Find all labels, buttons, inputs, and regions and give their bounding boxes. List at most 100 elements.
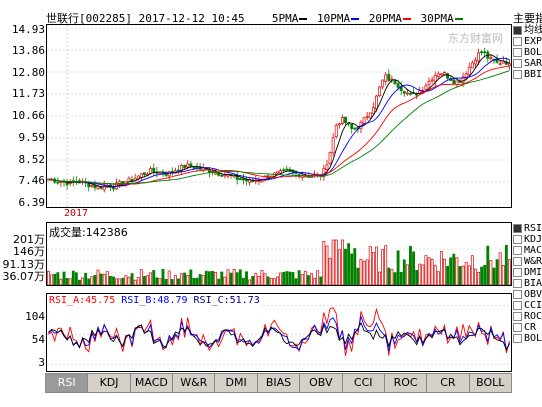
tab-rsi[interactable]: RSI (45, 373, 89, 393)
volume-bar (498, 252, 502, 285)
indicator-option-wr[interactable]: W&R (513, 256, 542, 267)
indicator-option-dmi[interactable]: DMI (513, 267, 542, 278)
checkbox[interactable] (513, 256, 522, 266)
volume-bar (288, 271, 292, 285)
candle-body (96, 185, 100, 190)
indicator-option-boll[interactable]: BOLL (513, 47, 542, 58)
tab-boll[interactable]: BOLL (469, 373, 512, 393)
candle-body (495, 58, 499, 63)
volume-panel[interactable]: 成交量:142386 (46, 222, 512, 286)
volume-bar (415, 269, 419, 285)
volume-bar (316, 270, 320, 285)
checkbox[interactable] (513, 311, 522, 321)
indicator-option-cr[interactable]: CR (513, 322, 542, 333)
checkbox[interactable] (513, 333, 522, 343)
volume-tick: 91.13万 (2, 258, 46, 271)
candle-body (186, 163, 190, 168)
candle-body (90, 184, 94, 187)
indicator-option-kdj[interactable]: KDJ (513, 234, 542, 245)
watermark: 东方财富网 (448, 32, 503, 45)
checkbox[interactable] (513, 47, 522, 57)
volume-bar (464, 262, 468, 285)
volume-bar (146, 275, 149, 285)
volume-tick: 201万 (13, 233, 45, 246)
tab-cr[interactable]: CR (427, 373, 470, 393)
volume-bar (87, 278, 91, 285)
tab-wr[interactable]: W&R (173, 373, 216, 393)
indicator-option-rsi[interactable]: RSI (513, 223, 542, 234)
checkbox[interactable] (513, 234, 522, 244)
tab-macd[interactable]: MACD (130, 373, 174, 393)
volume-bar (387, 267, 391, 285)
checkbox[interactable] (513, 245, 522, 255)
indicator-option-label: BOLL (524, 47, 542, 58)
checkbox[interactable] (513, 322, 522, 332)
ma30-legend: 30PMA (420, 12, 465, 25)
volume-bar (390, 269, 394, 285)
volume-bar (489, 260, 493, 285)
volume-bar (424, 255, 428, 285)
tab-kdj[interactable]: KDJ (88, 373, 131, 393)
volume-bar (59, 278, 63, 285)
volume-bar (269, 278, 273, 285)
checkbox[interactable] (513, 69, 522, 79)
price-tick: 11.73 (11, 87, 45, 100)
volume-bar (118, 278, 122, 285)
candle-body (189, 163, 193, 167)
year-label: 2017 (64, 208, 89, 219)
volume-bar (458, 266, 462, 285)
candle-body (223, 174, 227, 177)
chart-title-bar: 世联行[002285] 2017-12-12 10:45 5PMA 10PMA … (46, 10, 466, 25)
volume-bar (306, 275, 310, 285)
tab-obv[interactable]: OBV (300, 373, 343, 393)
checkbox[interactable] (513, 278, 522, 288)
rsi-c-line (48, 321, 510, 351)
tab-bias[interactable]: BIAS (257, 373, 301, 393)
volume-bar (214, 272, 218, 285)
tab-roc[interactable]: ROC (384, 373, 428, 393)
checkbox[interactable] (513, 58, 522, 68)
indicator-option-boll[interactable]: BOLL (513, 333, 542, 344)
candle-body (473, 59, 477, 65)
volume-bar (102, 274, 106, 285)
volume-bar (211, 270, 214, 285)
indicator-option-expma[interactable]: EXPMA (513, 36, 542, 47)
indicator-option-bias[interactable]: BIAS (513, 278, 542, 289)
checkbox[interactable] (513, 300, 522, 310)
indicator-option-obv[interactable]: OBV (513, 289, 542, 300)
checkbox[interactable] (513, 289, 522, 299)
volume-bar (84, 272, 88, 285)
main-indicator-title: 主要指标 (513, 12, 542, 25)
volume-bar (198, 274, 202, 285)
indicator-option-macd[interactable]: MACD (513, 245, 542, 256)
volume-bar (294, 278, 298, 285)
volume-bar (139, 269, 143, 285)
main-indicator-panel: 主要指标 均线EXPMABOLLSARBBI (513, 12, 542, 80)
volume-bar (68, 278, 72, 285)
checkbox[interactable] (513, 36, 522, 46)
checkbox[interactable] (513, 25, 522, 35)
indicator-option-cci[interactable]: CCI (513, 300, 542, 311)
price-panel[interactable]: 东方财富网 (46, 24, 512, 208)
checkbox[interactable] (513, 223, 522, 233)
rsi-panel[interactable]: RSI_A:45.75 RSI_B:48.79 RSI_C:51.73 (46, 293, 512, 372)
volume-bar (121, 277, 125, 285)
indicator-option-bbi[interactable]: BBI (513, 69, 542, 80)
tab-cci[interactable]: CCI (342, 373, 385, 393)
indicator-option-sar[interactable]: SAR (513, 58, 542, 69)
ma5-legend: 5PMA (272, 12, 311, 25)
volume-bar (436, 271, 440, 285)
tab-dmi[interactable]: DMI (215, 373, 258, 393)
candle-body (452, 79, 456, 85)
indicator-option-roc[interactable]: ROC (513, 311, 542, 322)
indicator-option-label: KDJ (524, 234, 542, 245)
volume-bar (53, 273, 57, 285)
indicator-option-[interactable]: 均线 (513, 25, 542, 36)
checkbox[interactable] (513, 267, 522, 277)
volume-bar (65, 278, 69, 285)
volume-bar (115, 278, 119, 285)
candle-body (375, 95, 378, 110)
rsi-tick: 3 (38, 356, 45, 369)
rsi-a-label: RSI_A:45.75 (49, 295, 116, 306)
candle-body (238, 178, 242, 181)
